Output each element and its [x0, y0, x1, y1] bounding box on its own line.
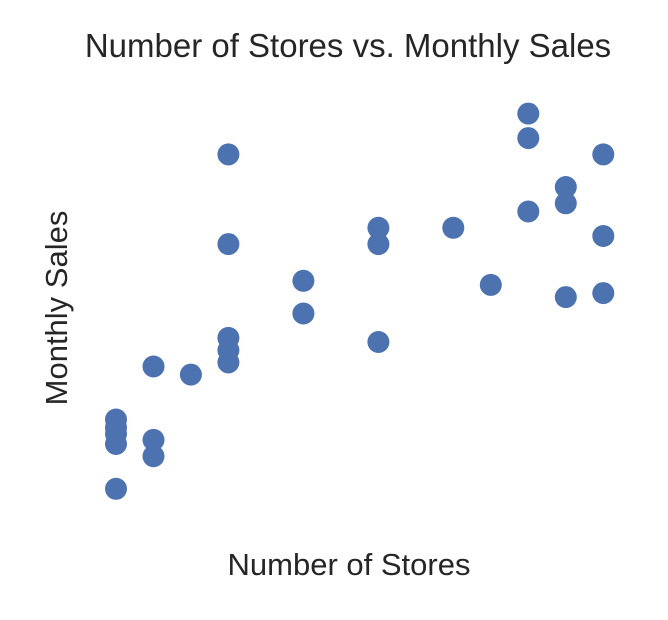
data-point	[592, 225, 615, 247]
data-point	[479, 273, 502, 296]
data-point	[554, 286, 577, 309]
data-point	[217, 143, 240, 166]
data-point	[592, 282, 615, 305]
data-point	[367, 233, 390, 256]
data-point	[142, 428, 165, 451]
data-point	[292, 302, 315, 325]
data-point	[292, 269, 315, 292]
data-point	[517, 102, 540, 125]
data-point	[217, 233, 240, 256]
data-point	[554, 176, 577, 198]
data-point	[367, 331, 390, 353]
data-point	[442, 216, 465, 239]
data-points	[105, 102, 615, 500]
data-point	[142, 355, 165, 378]
data-point	[179, 363, 202, 386]
x-axis-label: Number of Stores	[228, 547, 471, 582]
data-point	[217, 326, 240, 349]
data-point	[554, 192, 577, 215]
data-point	[517, 127, 540, 150]
data-point	[142, 445, 165, 468]
data-point	[105, 477, 127, 500]
data-point	[517, 200, 540, 223]
chart-title: Number of Stores vs. Monthly Sales	[85, 27, 611, 64]
data-point	[105, 408, 127, 431]
y-axis-label: Monthly Sales	[39, 211, 74, 406]
data-point	[367, 216, 390, 239]
data-point	[592, 143, 615, 166]
